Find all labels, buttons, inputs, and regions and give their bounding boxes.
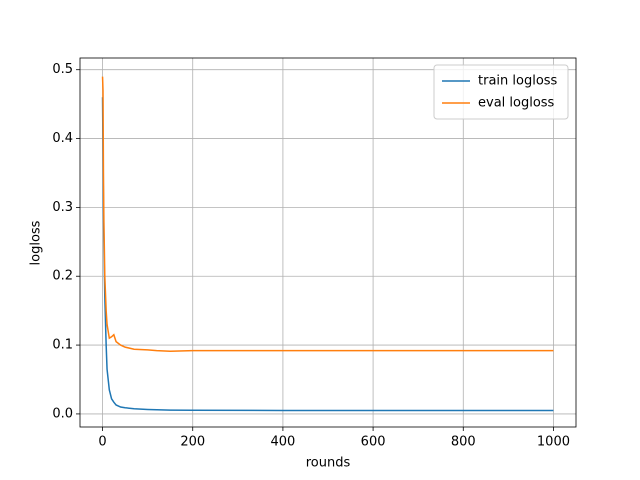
legend-label: eval logloss xyxy=(478,96,555,111)
y-tick-label: 0.0 xyxy=(52,406,73,421)
x-tick-label: 0 xyxy=(98,435,106,450)
x-tick-label: 1000 xyxy=(537,435,570,450)
data-line xyxy=(101,76,554,353)
y-tick-label: 0.4 xyxy=(52,131,73,146)
y-tick-label: 0.3 xyxy=(52,200,73,215)
legend-label: train logloss xyxy=(478,74,558,89)
x-tick-label: 600 xyxy=(361,435,386,450)
x-axis-label: rounds xyxy=(306,456,351,471)
y-tick-label: 0.5 xyxy=(52,62,73,77)
axes-frame xyxy=(79,57,577,428)
y-tick-label: 0.1 xyxy=(52,338,73,353)
x-tick-label: 800 xyxy=(451,435,476,450)
legend-box xyxy=(433,64,569,120)
data-line xyxy=(101,97,554,412)
y-tick-label: 0.2 xyxy=(52,269,73,284)
x-tick-label: 200 xyxy=(180,435,205,450)
x-tick-label: 400 xyxy=(270,435,295,450)
y-axis-label: logloss xyxy=(29,220,44,265)
